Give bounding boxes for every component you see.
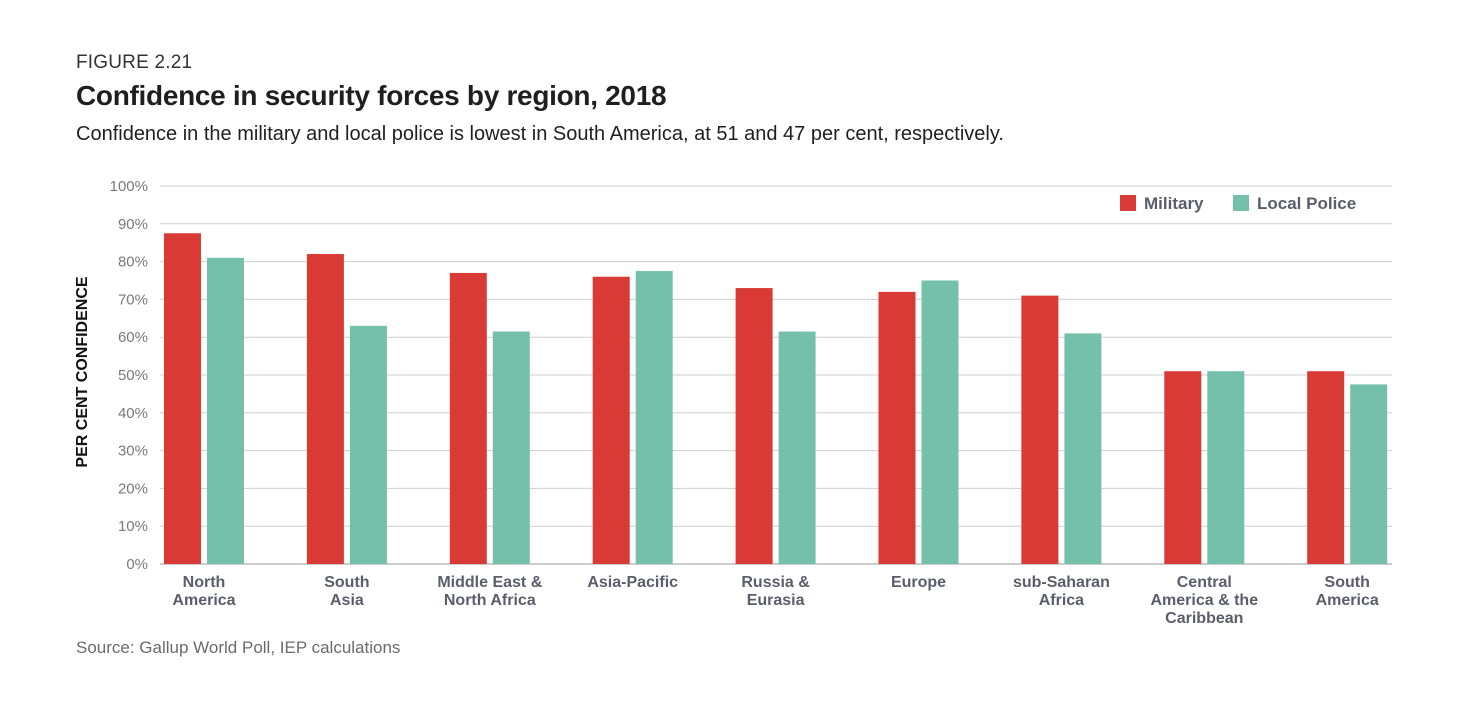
category-label-line: Middle East & (437, 574, 542, 591)
bar-local-police (1064, 333, 1102, 564)
bar-military (1164, 371, 1202, 564)
category-label: South America (1316, 574, 1379, 609)
y-tick-label: 100% (110, 178, 148, 195)
category-label-line: South (1325, 574, 1370, 591)
y-tick-label: 90% (118, 216, 148, 233)
category-label-line: America (1316, 592, 1379, 609)
bar-local-police (921, 280, 959, 564)
category-label-line: Russia & (741, 574, 810, 591)
bar-military (1307, 371, 1345, 564)
category-label-line: Central (1177, 574, 1232, 591)
category-label-line: America & the (1151, 592, 1259, 609)
category-label: Russia & Eurasia (741, 574, 810, 609)
category-label-line: Asia (330, 592, 364, 609)
category-label-line: South (324, 574, 369, 591)
y-tick-label: 60% (118, 329, 148, 346)
bar-local-police (492, 331, 530, 564)
category-label-line: Asia-Pacific (587, 574, 678, 591)
y-tick-label: 30% (118, 443, 148, 460)
legend-swatch (1233, 195, 1249, 211)
category-label-line: America (172, 592, 235, 609)
category-label-line: Eurasia (747, 592, 805, 609)
category-label-line: Africa (1039, 592, 1084, 609)
category-label: Middle East & North Africa (437, 574, 542, 609)
category-label-line: North (183, 574, 226, 591)
bar-local-police (635, 271, 673, 564)
bar-local-police (1207, 371, 1245, 564)
bar-military (306, 254, 344, 565)
chart-title: Confidence in security forces by region,… (76, 80, 667, 111)
legend-label: Military (1144, 194, 1204, 213)
y-tick-label: 70% (118, 291, 148, 308)
bar-military (878, 291, 916, 564)
bar-military (735, 288, 773, 564)
legend: Military Local Police (1120, 194, 1356, 213)
y-tick-label: 0% (126, 556, 148, 573)
category-label: South Asia (324, 574, 369, 609)
y-tick-label: 20% (118, 480, 148, 497)
bar-local-police (207, 257, 244, 564)
figure-label: FIGURE 2.21 (76, 52, 193, 73)
category-label-line: North Africa (444, 592, 536, 609)
bar-local-police (349, 325, 387, 564)
y-tick-label: 80% (118, 254, 148, 271)
bar-military (592, 276, 630, 564)
category-label-line: sub-Saharan (1013, 574, 1110, 591)
bar-military (164, 233, 201, 564)
bars (164, 233, 1388, 565)
category-label: North America (172, 574, 235, 609)
category-label: Asia-Pacific (587, 574, 678, 591)
bar-local-police (778, 331, 816, 564)
legend-label: Local Police (1257, 194, 1356, 213)
category-label: Central America & the Caribbean (1151, 574, 1259, 627)
grid-lines (160, 185, 1392, 565)
y-tick-label: 50% (118, 367, 148, 384)
y-tick-label: 10% (118, 518, 148, 535)
category-label: Europe (891, 574, 946, 591)
source-note: Source: Gallup World Poll, IEP calculati… (76, 638, 401, 657)
bar-military (1021, 295, 1059, 564)
legend-swatch (1120, 195, 1136, 211)
bar-military (449, 272, 487, 564)
chart-subtitle: Confidence in the military and local pol… (76, 123, 1004, 145)
category-label: sub-Saharan Africa (1013, 574, 1110, 609)
category-label-line: Caribbean (1165, 610, 1243, 627)
y-tick-labels: 0% 10% 20% 30% 40% 50% 60% 70% 80% 90% 100% (110, 178, 148, 573)
y-tick-label: 40% (118, 405, 148, 422)
category-label-line: Europe (891, 574, 946, 591)
bar-local-police (1350, 384, 1388, 564)
